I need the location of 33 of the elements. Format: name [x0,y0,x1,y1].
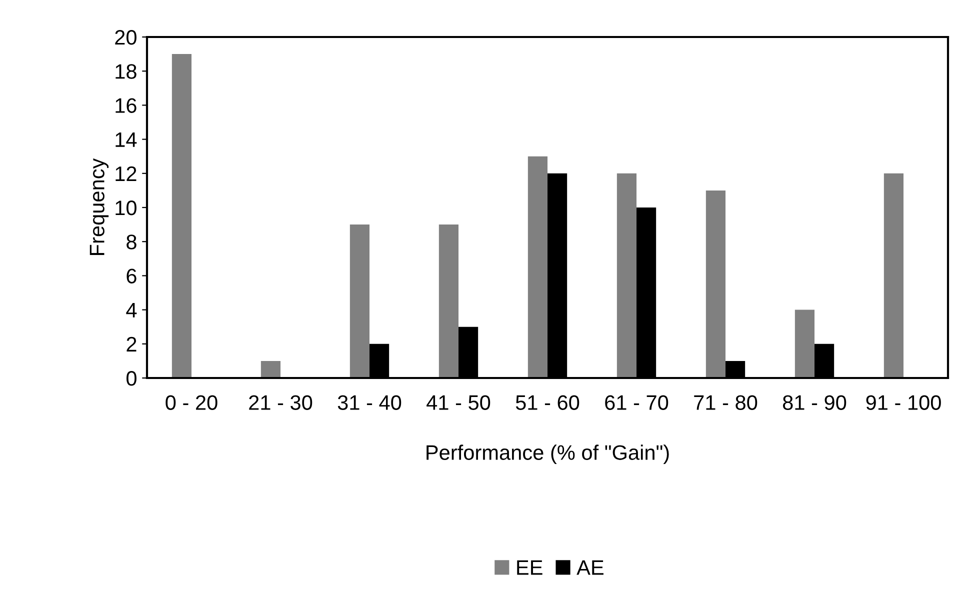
bar [794,310,814,378]
bar [616,173,636,378]
y-tick-label: 10 [116,200,136,216]
x-tick-label: 51 - 60 [516,395,580,410]
bar [706,190,726,378]
bar [260,360,280,378]
x-tick-label: 21 - 30 [249,395,312,410]
y-axis-title: Frequency [90,158,109,255]
bar [528,156,548,378]
bar [884,173,904,378]
legend-label: AE [576,560,604,575]
y-tick-label: 12 [116,166,136,181]
bar [350,224,370,378]
y-tick-label: 16 [116,98,136,113]
y-tick-label: 14 [116,132,137,147]
y-tick-label: 4 [126,303,137,318]
y-tick-label: 20 [115,30,136,45]
legend-label: EE [517,560,542,575]
x-tick-label: 71 - 80 [694,395,758,410]
y-tick-label: 8 [126,234,136,250]
x-tick-label: 41 - 50 [426,395,490,410]
x-tick-label: 91 - 100 [866,395,941,410]
x-tick-label: 0 - 20 [166,395,218,410]
x-tick-label: 81 - 90 [782,395,846,410]
y-tick-label: 0 [126,371,136,386]
bar [172,54,192,378]
y-tick-label: 2 [126,336,136,352]
y-tick-label: 18 [116,64,136,79]
x-axis-title: Performance (% of "Gain") [426,444,669,464]
x-tick-label: 61 - 70 [605,395,668,410]
x-tick-label: 31 - 40 [338,395,402,410]
bar [438,224,458,378]
y-tick-label: 6 [126,268,136,284]
